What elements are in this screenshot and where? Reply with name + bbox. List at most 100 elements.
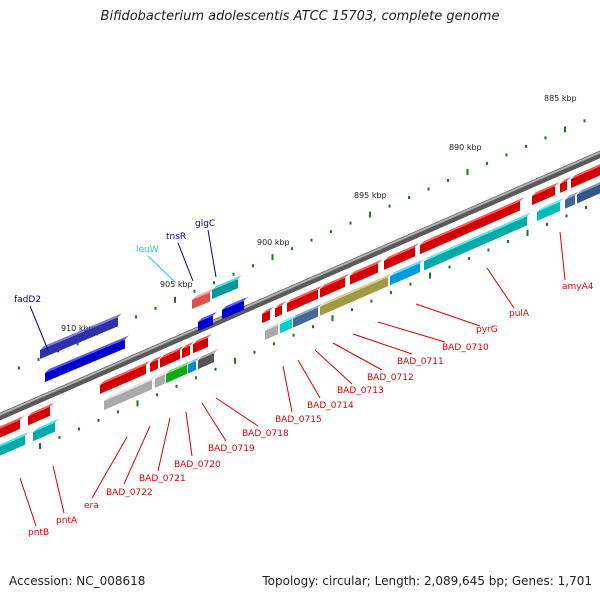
ruler-tick	[271, 254, 274, 261]
ruler-tick	[273, 342, 275, 346]
gene-pntA-top	[28, 402, 54, 417]
ruler-labels: 885 kbp 890 kbp 895 kbp 900 kbp 905 kbp …	[61, 94, 577, 333]
ruler-tick	[546, 222, 548, 226]
callout-line	[282, 365, 293, 413]
ruler-tick	[213, 281, 215, 285]
ruler-tick	[507, 239, 509, 243]
gene-pulA	[532, 186, 555, 206]
ruler-tick	[388, 204, 391, 208]
gene-BAD_0722-top	[150, 355, 162, 364]
gene-lower-11	[390, 263, 420, 286]
ruler-tick	[565, 214, 568, 218]
gene-BAD_0713	[287, 289, 318, 313]
gene-label-leuW: leuW	[136, 245, 159, 255]
labels-reverse: pntB pntA era BAD_0722 BAD_0721 BAD_0720…	[28, 282, 594, 538]
labels-forward: fadD2 leuW tnsR glgC	[14, 219, 215, 305]
callout-line	[332, 342, 383, 371]
callout-line	[123, 425, 151, 485]
gene-label-BAD_0711: BAD_0711	[397, 357, 444, 367]
gene-lower-5-top	[188, 356, 200, 365]
ruler-tick	[291, 247, 293, 251]
gene-lower-7	[265, 325, 278, 340]
ruler-tick	[486, 161, 488, 165]
gene-label-BAD_0715: BAD_0715	[275, 415, 322, 425]
gene-lower-15	[577, 184, 600, 204]
topology-text: Topology: circular; Length: 2,089,645 bp…	[262, 574, 592, 588]
gene-label-BAD_0710: BAD_0710	[442, 343, 489, 353]
gene-lower-11-top	[390, 259, 424, 277]
gene-leuW	[192, 292, 210, 309]
callout-line	[486, 267, 515, 309]
callout-line	[91, 436, 128, 499]
ruler-tick	[408, 196, 410, 200]
gene-lower-6	[198, 353, 214, 370]
ruler-tick	[448, 265, 451, 269]
gene-BAD_0721-top	[160, 345, 184, 359]
gene-glgC-b	[222, 300, 244, 319]
gene-label-pyrG: pyrG	[476, 325, 498, 335]
callout-line	[52, 465, 65, 514]
ruler-tick	[156, 393, 158, 397]
gene-lower-5	[188, 360, 196, 374]
gene-label-BAD_0714: BAD_0714	[307, 401, 354, 411]
callout-line	[147, 255, 177, 284]
gene-label-tnsR: tnsR	[166, 232, 186, 242]
ruler-tick	[135, 315, 137, 319]
ruler-tick	[429, 272, 431, 279]
gene-BAD_0712	[320, 277, 345, 298]
callout-line	[207, 229, 217, 278]
gene-lower-13-top	[537, 197, 564, 212]
gene-label-BAD_0719: BAD_0719	[208, 444, 255, 454]
gene-BAD_0713-top	[287, 285, 322, 304]
gene-lower-0	[0, 435, 25, 456]
gene-tnsR	[198, 315, 213, 331]
gene-pyrG-top	[420, 197, 524, 246]
gene-lower-10-top	[320, 273, 392, 307]
ruler-tick	[349, 221, 352, 225]
gene-lower-6-top	[198, 349, 218, 361]
ruler-tick	[195, 376, 197, 380]
gene-label-era: era	[84, 501, 99, 511]
ruler-tick	[175, 384, 178, 388]
gene-glgC-a-top	[212, 275, 242, 290]
gene-label-glgC: glgC	[195, 219, 215, 229]
ruler-tick	[312, 325, 314, 329]
gene-lower-14-top	[565, 191, 579, 200]
ruler-tick	[466, 168, 469, 175]
gene-fadD2-b-top	[45, 335, 129, 373]
callout-line	[297, 359, 321, 399]
gene-BAD_0722	[150, 359, 158, 373]
ruler-tick	[505, 153, 508, 157]
accession-text: Accession: NC_008618	[9, 574, 146, 588]
gene-lower-4-top	[166, 360, 191, 375]
gene-leuW-top	[192, 288, 214, 300]
ruler-tick	[97, 418, 100, 422]
ruler-tick	[117, 410, 119, 414]
gene-features	[0, 164, 600, 456]
gene-lower-9	[293, 307, 318, 328]
ruler-tick	[253, 350, 256, 354]
gene-BAD_0721	[160, 349, 180, 368]
gene-label-pulA: pulA	[509, 309, 530, 319]
gene-lower-4	[166, 364, 187, 384]
ruler-tick	[331, 315, 334, 322]
gene-BAD_0712-top	[320, 273, 349, 289]
gene-fadD2-a	[40, 317, 118, 359]
ruler-tick	[468, 257, 470, 261]
gene-BAD_0710	[384, 247, 415, 270]
callout-line	[201, 402, 227, 442]
ruler-tick	[585, 205, 587, 209]
gene-lower-3	[155, 374, 165, 388]
gene-BAD_0711	[350, 263, 378, 285]
gene-label-BAD_0718: BAD_0718	[242, 429, 289, 439]
gene-BAD_0714	[275, 305, 282, 318]
gene-BAD_0719	[193, 337, 208, 354]
gene-BAD_0714-top	[275, 301, 286, 309]
gene-amyA4b-top	[571, 164, 600, 180]
ruler-tick	[78, 427, 80, 431]
ruler-tick	[136, 400, 139, 407]
callout-line	[29, 305, 49, 351]
callout-line	[19, 477, 37, 527]
ruler-tick	[214, 367, 217, 371]
ruler-label: 905 kbp	[160, 280, 193, 289]
